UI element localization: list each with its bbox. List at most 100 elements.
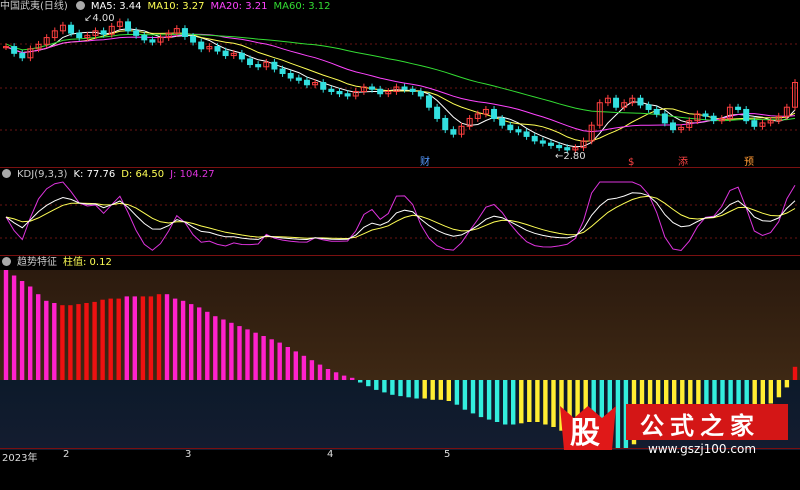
trend-bar (277, 342, 282, 380)
trend-bar-value: 柱值: 0.12 (63, 257, 112, 268)
candle-body (661, 113, 668, 124)
logo-banner (626, 404, 788, 440)
candle-body (263, 61, 270, 68)
trend-bar (599, 380, 604, 447)
trend-bar (688, 380, 693, 413)
candle-body (401, 86, 408, 90)
candle-body (694, 113, 701, 122)
trend-bar (784, 380, 790, 388)
trend-bar (140, 296, 146, 380)
marker-add[interactable]: 添 (678, 157, 688, 168)
trend-bar (60, 305, 65, 380)
price-panel-header: 中国武夷(日线) MA5: 3.44 MA10: 3.27 MA20: 3.21 MA6… (0, 0, 337, 14)
candle-body (613, 97, 620, 108)
trend-bar (760, 380, 765, 408)
x-tick-label: 5 (444, 449, 451, 460)
trend-bar (100, 299, 105, 380)
trend-bar (52, 303, 57, 380)
candle-body (629, 97, 636, 104)
candle-body (312, 82, 319, 86)
trend-bar (728, 380, 733, 418)
candle-body (385, 90, 392, 95)
trend-bar (333, 372, 339, 380)
candle-body (11, 46, 18, 54)
candle-body (214, 46, 221, 52)
candle-body (604, 97, 611, 104)
x-tick-label: 4 (327, 449, 334, 460)
trend-bar (519, 380, 524, 424)
trend-bar (478, 380, 484, 418)
trend-bar (752, 380, 757, 410)
candle-body (393, 86, 400, 92)
trend-bar (11, 275, 17, 380)
candle-body (751, 120, 758, 127)
candle-body (59, 24, 66, 32)
trend-bar (454, 380, 460, 405)
candle-body (491, 108, 498, 119)
candle-body (190, 35, 197, 43)
price-title: 中国武夷(日线) (0, 1, 68, 12)
bull-horns-icon (560, 406, 616, 450)
candle-body (539, 140, 546, 144)
settings-dot-icon[interactable] (2, 257, 11, 266)
candle-body (572, 147, 579, 151)
candle-body (425, 95, 432, 108)
trend-bar (76, 304, 81, 380)
settings-dot-icon[interactable] (75, 1, 85, 10)
low-annotation: ←2.80 (555, 151, 586, 162)
trend-bar (124, 296, 129, 380)
trend-bar (366, 380, 371, 387)
trend-bar (3, 270, 9, 380)
candle-body (783, 106, 790, 117)
candle-body (710, 115, 717, 122)
candle-body (645, 104, 652, 110)
marker-forecast[interactable]: 预 (744, 157, 754, 168)
trend-bar (672, 380, 677, 420)
trend-bar (245, 329, 250, 380)
candle-body (759, 122, 766, 127)
trend-title: 趋势特征 (17, 257, 57, 268)
trend-bar (446, 380, 451, 401)
candle-body (767, 120, 774, 124)
candle-body (51, 30, 58, 39)
trend-bar (28, 286, 33, 380)
candle-body (637, 97, 644, 106)
trend-bar (213, 316, 218, 380)
trend-bar (44, 300, 49, 380)
kdj-d-value: D: 64.50 (121, 169, 165, 180)
trend-bar (736, 380, 741, 415)
trend-bar (269, 339, 274, 380)
trend-bar (776, 380, 782, 398)
candle-body (515, 129, 522, 133)
x-tick-label: 2 (63, 449, 70, 460)
settings-dot-icon[interactable] (2, 169, 11, 178)
candle-body (466, 117, 473, 127)
candle-body (181, 28, 188, 37)
candle-body (165, 32, 172, 39)
candle-body (173, 28, 180, 34)
marker-dollar[interactable]: $ (628, 157, 635, 168)
trend-bar (623, 380, 629, 448)
trend-bar (84, 303, 89, 380)
candle-body (149, 39, 156, 43)
trend-bar (36, 294, 41, 380)
trend-bar (253, 332, 258, 380)
candle-body (735, 106, 742, 110)
candle-body (556, 144, 563, 149)
trend-bar (285, 347, 290, 380)
marker-finance[interactable]: 财 (420, 157, 430, 168)
candle-body (141, 34, 148, 41)
candle-body (507, 124, 514, 131)
trend-bar (350, 377, 355, 380)
trend-bar (68, 305, 73, 380)
trend-bar (792, 366, 798, 380)
trend-bar (720, 380, 725, 418)
trend-bar (180, 300, 186, 380)
trend-bar (511, 380, 516, 425)
candle-body (238, 52, 245, 60)
trend-bar (293, 351, 298, 380)
trend-bar (744, 380, 749, 413)
trend-bar (712, 380, 717, 416)
candle-body (686, 120, 693, 128)
